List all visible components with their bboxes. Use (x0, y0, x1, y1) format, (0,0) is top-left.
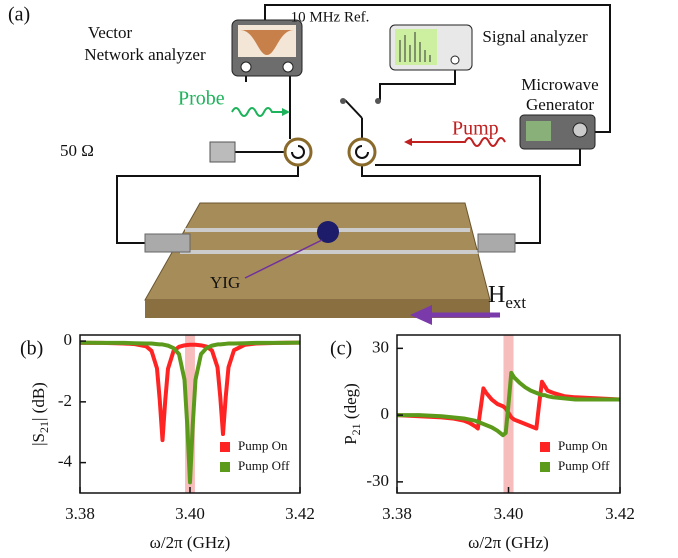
field-subscript: ext (505, 293, 526, 312)
legend-label: Pump On (238, 438, 288, 453)
y-axis-label-part: | (dB) (29, 382, 48, 421)
ref-wire (264, 4, 611, 133)
probe-arrow (282, 108, 290, 116)
vna-label: Vector (88, 23, 133, 42)
y-tick-label: 0 (64, 330, 73, 349)
legend-marker (220, 442, 230, 452)
sa-wire (379, 62, 456, 100)
legend-marker (540, 442, 550, 452)
termination (209, 141, 236, 163)
generator-knob (572, 122, 588, 138)
y-tick-label: -30 (366, 471, 389, 490)
board-edge (145, 300, 490, 318)
sa-port (450, 55, 460, 65)
x-axis-label: ω/2π (GHz) (150, 533, 231, 552)
x-tick-label: 3.38 (382, 504, 412, 523)
pump-arrow (404, 138, 412, 146)
generator-label: Generator (526, 95, 594, 114)
circulator-arrow (355, 145, 369, 159)
y-axis-label-part: P (341, 435, 360, 444)
pump-label: Pump (452, 118, 499, 140)
connector (144, 233, 191, 253)
series-line (80, 340, 301, 443)
vna-trace (240, 30, 294, 55)
y-axis-label-part: (deg) (341, 383, 360, 423)
generator-label: Microwave (521, 75, 598, 94)
circulator (283, 137, 313, 167)
ref-label: 10 MHz Ref. (291, 9, 370, 25)
x-tick-label: 3.42 (285, 504, 315, 523)
field-arrowhead (410, 305, 432, 325)
panel-label: (a) (8, 4, 30, 26)
y-axis-label: P21 (deg) (341, 383, 363, 445)
probe-wave (231, 107, 285, 117)
yig-pointer (244, 239, 323, 279)
schematic (116, 4, 611, 325)
x-tick-label: 3.38 (65, 504, 95, 523)
y-tick-label: -4 (58, 452, 73, 471)
connector (477, 233, 516, 253)
switch-contact (375, 98, 381, 104)
x-tick-label: 3.40 (175, 504, 205, 523)
vna-label: Network analyzer (84, 45, 206, 64)
highlight-band (185, 335, 195, 493)
x-axis-label: ω/2π (GHz) (468, 533, 549, 552)
x-tick-label: 3.42 (605, 504, 635, 523)
y-tick-label: 30 (372, 337, 389, 356)
field-label: Hext (488, 282, 526, 312)
switch-contact (340, 98, 346, 104)
sa-label: Signal analyzer (482, 27, 588, 46)
legend-label: Pump Off (558, 458, 610, 473)
right-wire (361, 165, 541, 244)
legend-label: Pump Off (238, 458, 290, 473)
legend-marker (220, 462, 230, 472)
legend-marker (540, 462, 550, 472)
y-tick-label: 0 (381, 404, 390, 423)
yig-sphere (317, 221, 339, 243)
y-axis-label-part: 21 (349, 423, 363, 435)
probe-label: Probe (178, 88, 225, 110)
y-tick-label: -2 (58, 391, 72, 410)
left-wire (116, 165, 299, 244)
circulator-arrow (291, 145, 305, 159)
panel-label: (b) (20, 338, 43, 360)
circulator (347, 137, 377, 167)
pump-wave (410, 137, 506, 147)
gen-wire (375, 148, 581, 166)
y-axis-label-part: |S (29, 433, 48, 446)
panel-label: (c) (330, 338, 352, 360)
vna-port (240, 61, 252, 73)
y-axis-label-part: 21 (37, 421, 51, 433)
sa-trace (399, 32, 431, 62)
generator-screen (526, 121, 551, 141)
series-line (397, 370, 620, 438)
x-tick-label: 3.40 (494, 504, 524, 523)
series-line (79, 340, 301, 485)
field-symbol: H (488, 282, 505, 308)
legend-label: Pump On (558, 438, 608, 453)
sample-label: YIG (210, 273, 240, 292)
switch (344, 99, 363, 119)
vna-port (282, 61, 294, 73)
termination-label: 50 Ω (60, 141, 94, 160)
sa-screen (395, 29, 437, 65)
y-axis-label: |S21| (dB) (29, 382, 51, 446)
